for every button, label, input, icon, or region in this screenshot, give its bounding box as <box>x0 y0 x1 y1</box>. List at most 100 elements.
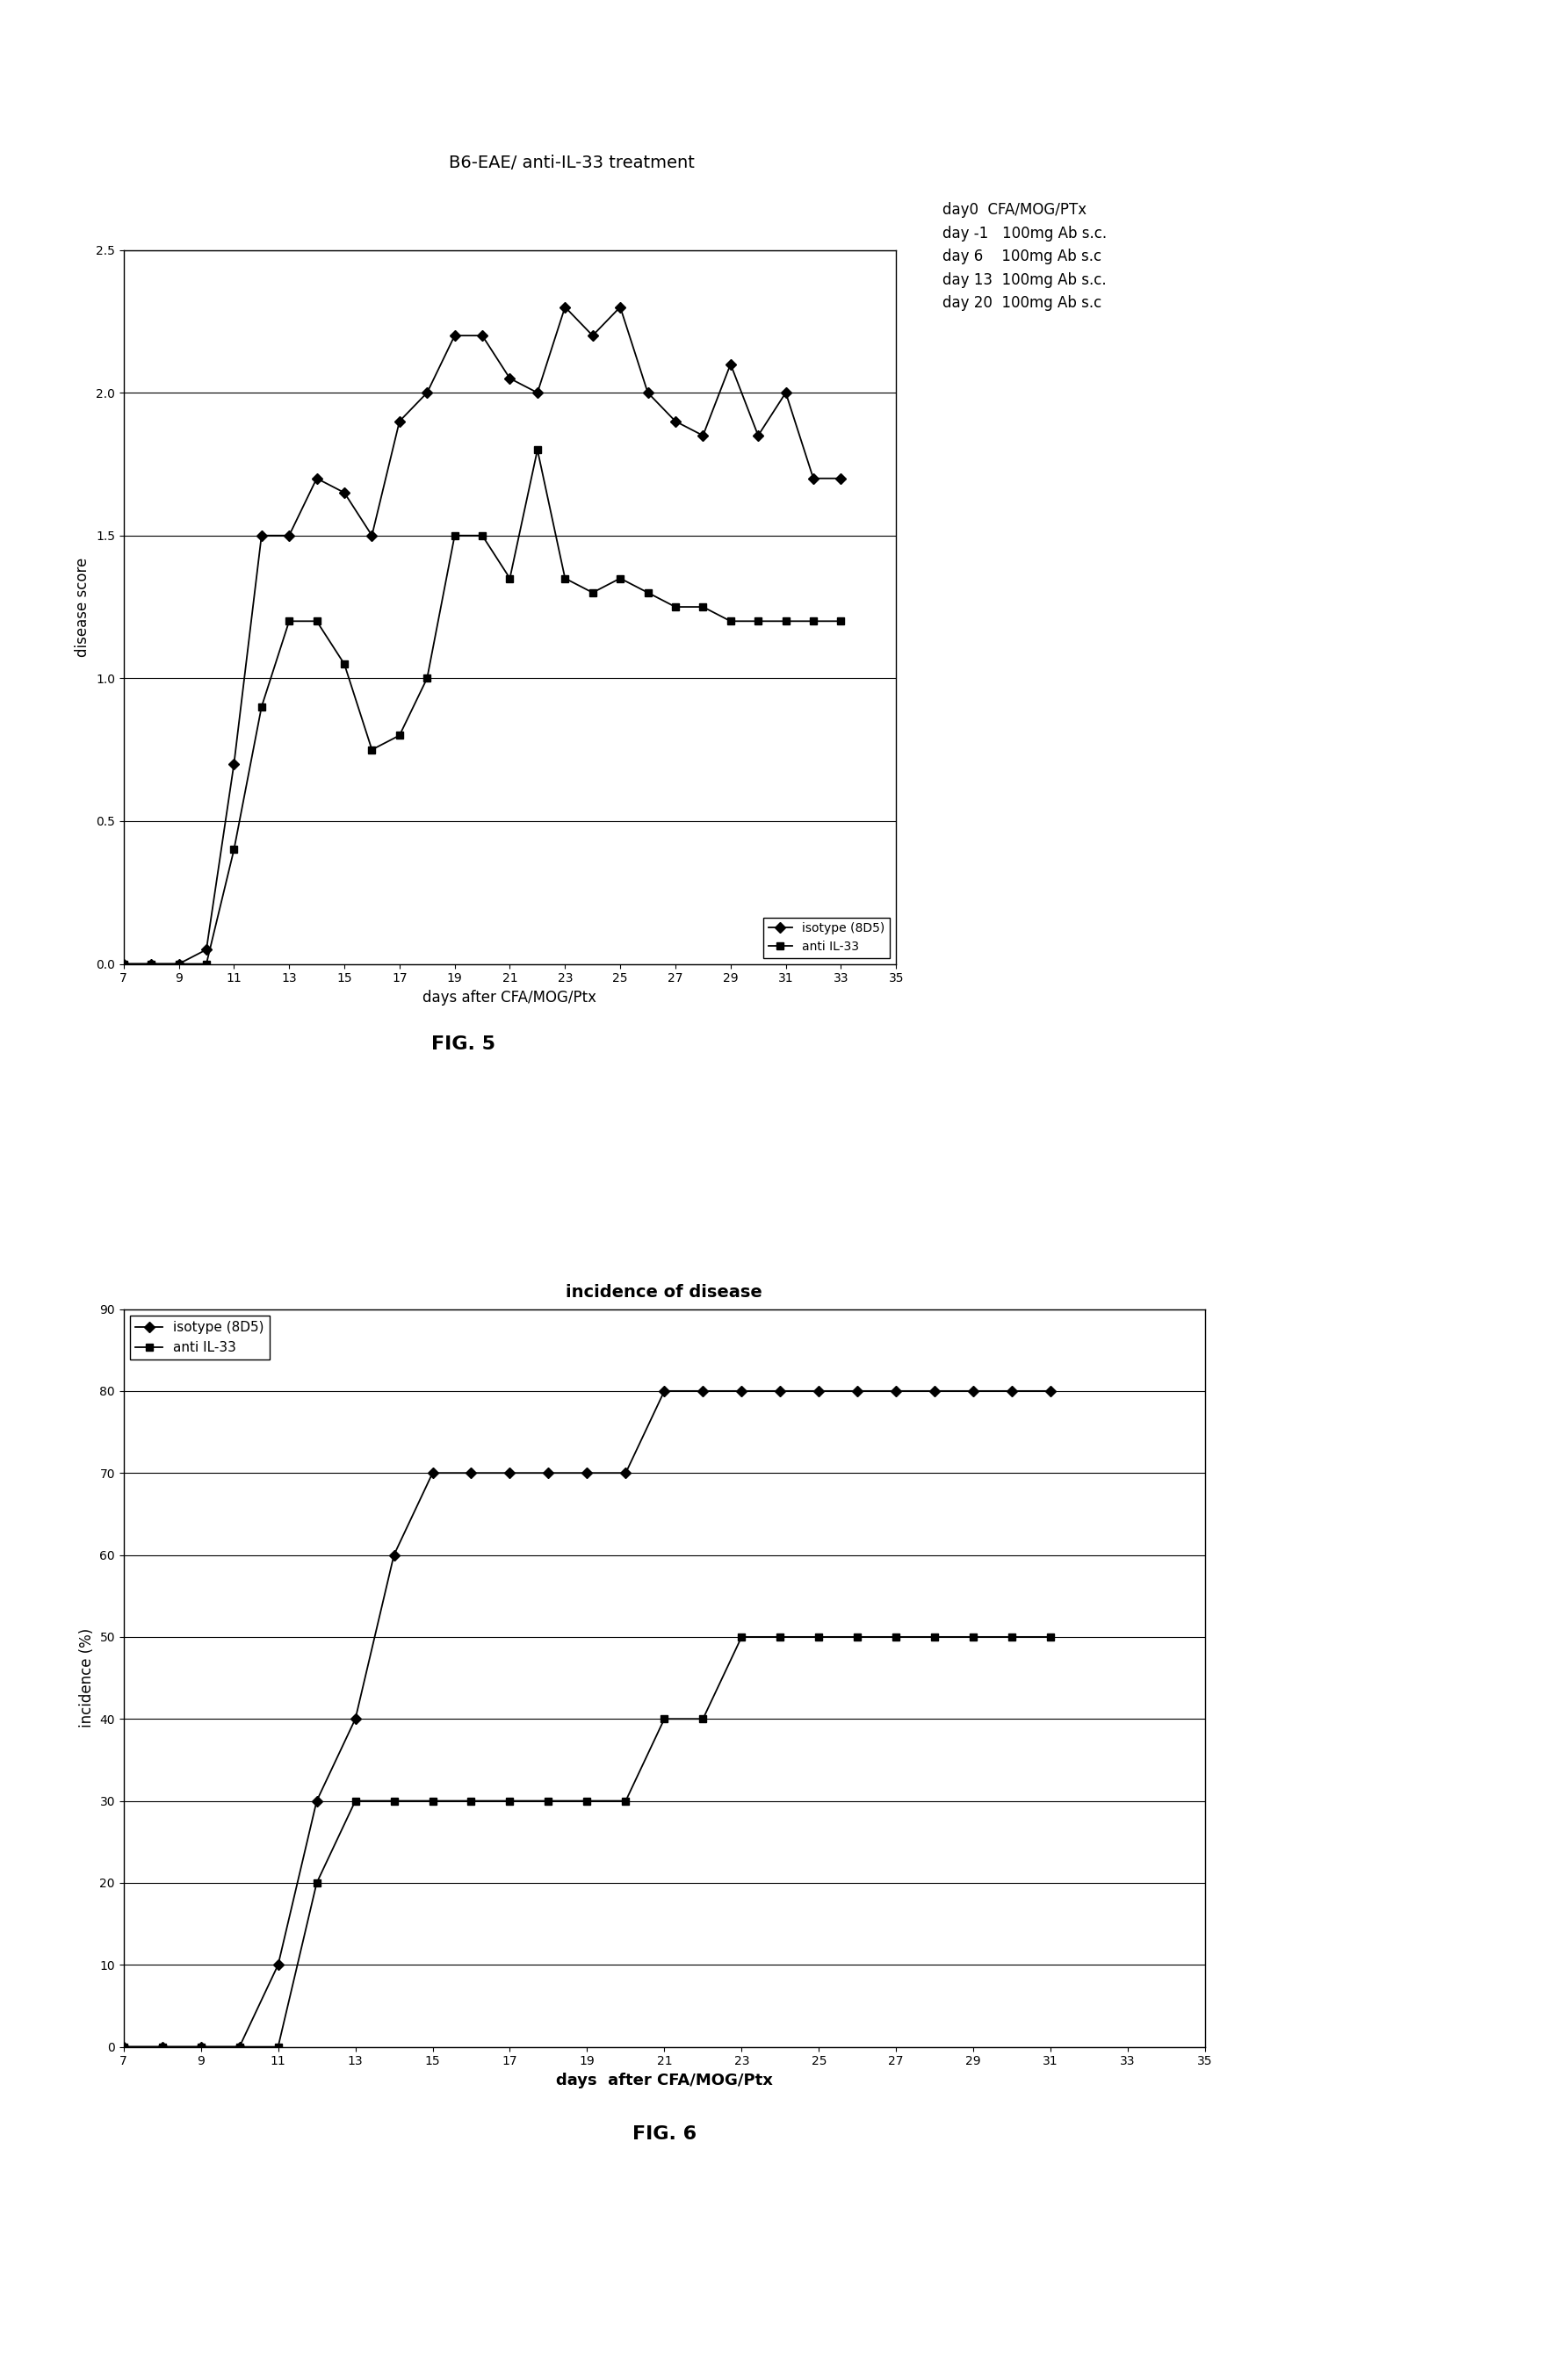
anti IL-33 <box>831 607 850 635</box>
isotype (8D5) <box>417 378 436 407</box>
isotype (8D5) <box>556 293 575 321</box>
anti IL-33 <box>153 2033 171 2061</box>
anti IL-33 <box>423 1787 442 1816</box>
anti IL-33 <box>666 593 684 621</box>
anti IL-33 <box>462 1787 480 1816</box>
Legend: isotype (8D5), anti IL-33: isotype (8D5), anti IL-33 <box>130 1316 269 1359</box>
isotype (8D5) <box>170 950 188 978</box>
anti IL-33 <box>170 950 188 978</box>
isotype (8D5) <box>307 464 326 493</box>
anti IL-33 <box>224 835 243 864</box>
anti IL-33 <box>198 950 216 978</box>
anti IL-33 <box>114 950 133 978</box>
isotype (8D5) <box>810 1376 828 1404</box>
anti IL-33 <box>445 521 464 550</box>
Text: B6-EAE/ anti-IL-33 treatment: B6-EAE/ anti-IL-33 treatment <box>448 155 695 171</box>
isotype (8D5) <box>831 464 850 493</box>
isotype (8D5) <box>114 2033 133 2061</box>
anti IL-33 <box>749 607 768 635</box>
anti IL-33 <box>848 1623 867 1652</box>
Line: isotype (8D5): isotype (8D5) <box>121 1388 1054 2052</box>
isotype (8D5) <box>269 1952 287 1980</box>
Line: anti IL-33: anti IL-33 <box>121 445 845 969</box>
Text: FIG. 5: FIG. 5 <box>431 1035 496 1052</box>
anti IL-33 <box>694 1704 712 1733</box>
isotype (8D5) <box>335 478 354 507</box>
anti IL-33 <box>473 521 491 550</box>
X-axis label: days  after CFA/MOG/Ptx: days after CFA/MOG/Ptx <box>556 2073 772 2087</box>
anti IL-33 <box>803 607 822 635</box>
isotype (8D5) <box>501 1459 519 1488</box>
anti IL-33 <box>578 1787 596 1816</box>
isotype (8D5) <box>445 321 464 350</box>
Title: incidence of disease: incidence of disease <box>565 1283 763 1299</box>
anti IL-33 <box>887 1623 905 1652</box>
anti IL-33 <box>722 607 740 635</box>
isotype (8D5) <box>964 1376 983 1404</box>
anti IL-33 <box>307 1868 326 1897</box>
anti IL-33 <box>417 664 436 693</box>
anti IL-33 <box>1041 1623 1060 1652</box>
isotype (8D5) <box>224 750 243 778</box>
anti IL-33 <box>638 578 657 607</box>
isotype (8D5) <box>655 1376 674 1404</box>
isotype (8D5) <box>584 321 603 350</box>
isotype (8D5) <box>666 407 684 436</box>
anti IL-33 <box>584 578 603 607</box>
isotype (8D5) <box>887 1376 905 1404</box>
Y-axis label: incidence (%): incidence (%) <box>79 1628 94 1728</box>
X-axis label: days after CFA/MOG/Ptx: days after CFA/MOG/Ptx <box>423 990 596 1004</box>
anti IL-33 <box>391 721 409 750</box>
Line: isotype (8D5): isotype (8D5) <box>121 302 845 969</box>
anti IL-33 <box>771 1623 789 1652</box>
isotype (8D5) <box>539 1459 558 1488</box>
anti IL-33 <box>655 1704 674 1733</box>
anti IL-33 <box>539 1787 558 1816</box>
isotype (8D5) <box>616 1459 635 1488</box>
isotype (8D5) <box>777 378 796 407</box>
isotype (8D5) <box>423 1459 442 1488</box>
isotype (8D5) <box>803 464 822 493</box>
anti IL-33 <box>230 2033 249 2061</box>
anti IL-33 <box>280 607 298 635</box>
anti IL-33 <box>252 693 270 721</box>
anti IL-33 <box>694 593 712 621</box>
isotype (8D5) <box>732 1376 751 1404</box>
anti IL-33 <box>616 1787 635 1816</box>
anti IL-33 <box>528 436 547 464</box>
anti IL-33 <box>142 950 161 978</box>
isotype (8D5) <box>142 950 161 978</box>
isotype (8D5) <box>307 1787 326 1816</box>
isotype (8D5) <box>473 321 491 350</box>
isotype (8D5) <box>528 378 547 407</box>
anti IL-33 <box>556 564 575 593</box>
anti IL-33 <box>335 650 354 678</box>
Y-axis label: disease score: disease score <box>76 557 91 657</box>
Legend: isotype (8D5), anti IL-33: isotype (8D5), anti IL-33 <box>763 916 890 957</box>
anti IL-33 <box>777 607 796 635</box>
isotype (8D5) <box>1003 1376 1021 1404</box>
isotype (8D5) <box>198 935 216 964</box>
isotype (8D5) <box>749 421 768 450</box>
isotype (8D5) <box>153 2033 171 2061</box>
isotype (8D5) <box>346 1704 365 1733</box>
isotype (8D5) <box>391 407 409 436</box>
anti IL-33 <box>810 1623 828 1652</box>
anti IL-33 <box>385 1787 403 1816</box>
anti IL-33 <box>192 2033 210 2061</box>
anti IL-33 <box>1003 1623 1021 1652</box>
isotype (8D5) <box>363 521 382 550</box>
Line: anti IL-33: anti IL-33 <box>121 1633 1054 2052</box>
isotype (8D5) <box>694 421 712 450</box>
isotype (8D5) <box>578 1459 596 1488</box>
isotype (8D5) <box>848 1376 867 1404</box>
isotype (8D5) <box>192 2033 210 2061</box>
anti IL-33 <box>114 2033 133 2061</box>
anti IL-33 <box>501 564 519 593</box>
isotype (8D5) <box>280 521 298 550</box>
isotype (8D5) <box>252 521 270 550</box>
isotype (8D5) <box>638 378 657 407</box>
isotype (8D5) <box>1041 1376 1060 1404</box>
isotype (8D5) <box>462 1459 480 1488</box>
isotype (8D5) <box>610 293 629 321</box>
